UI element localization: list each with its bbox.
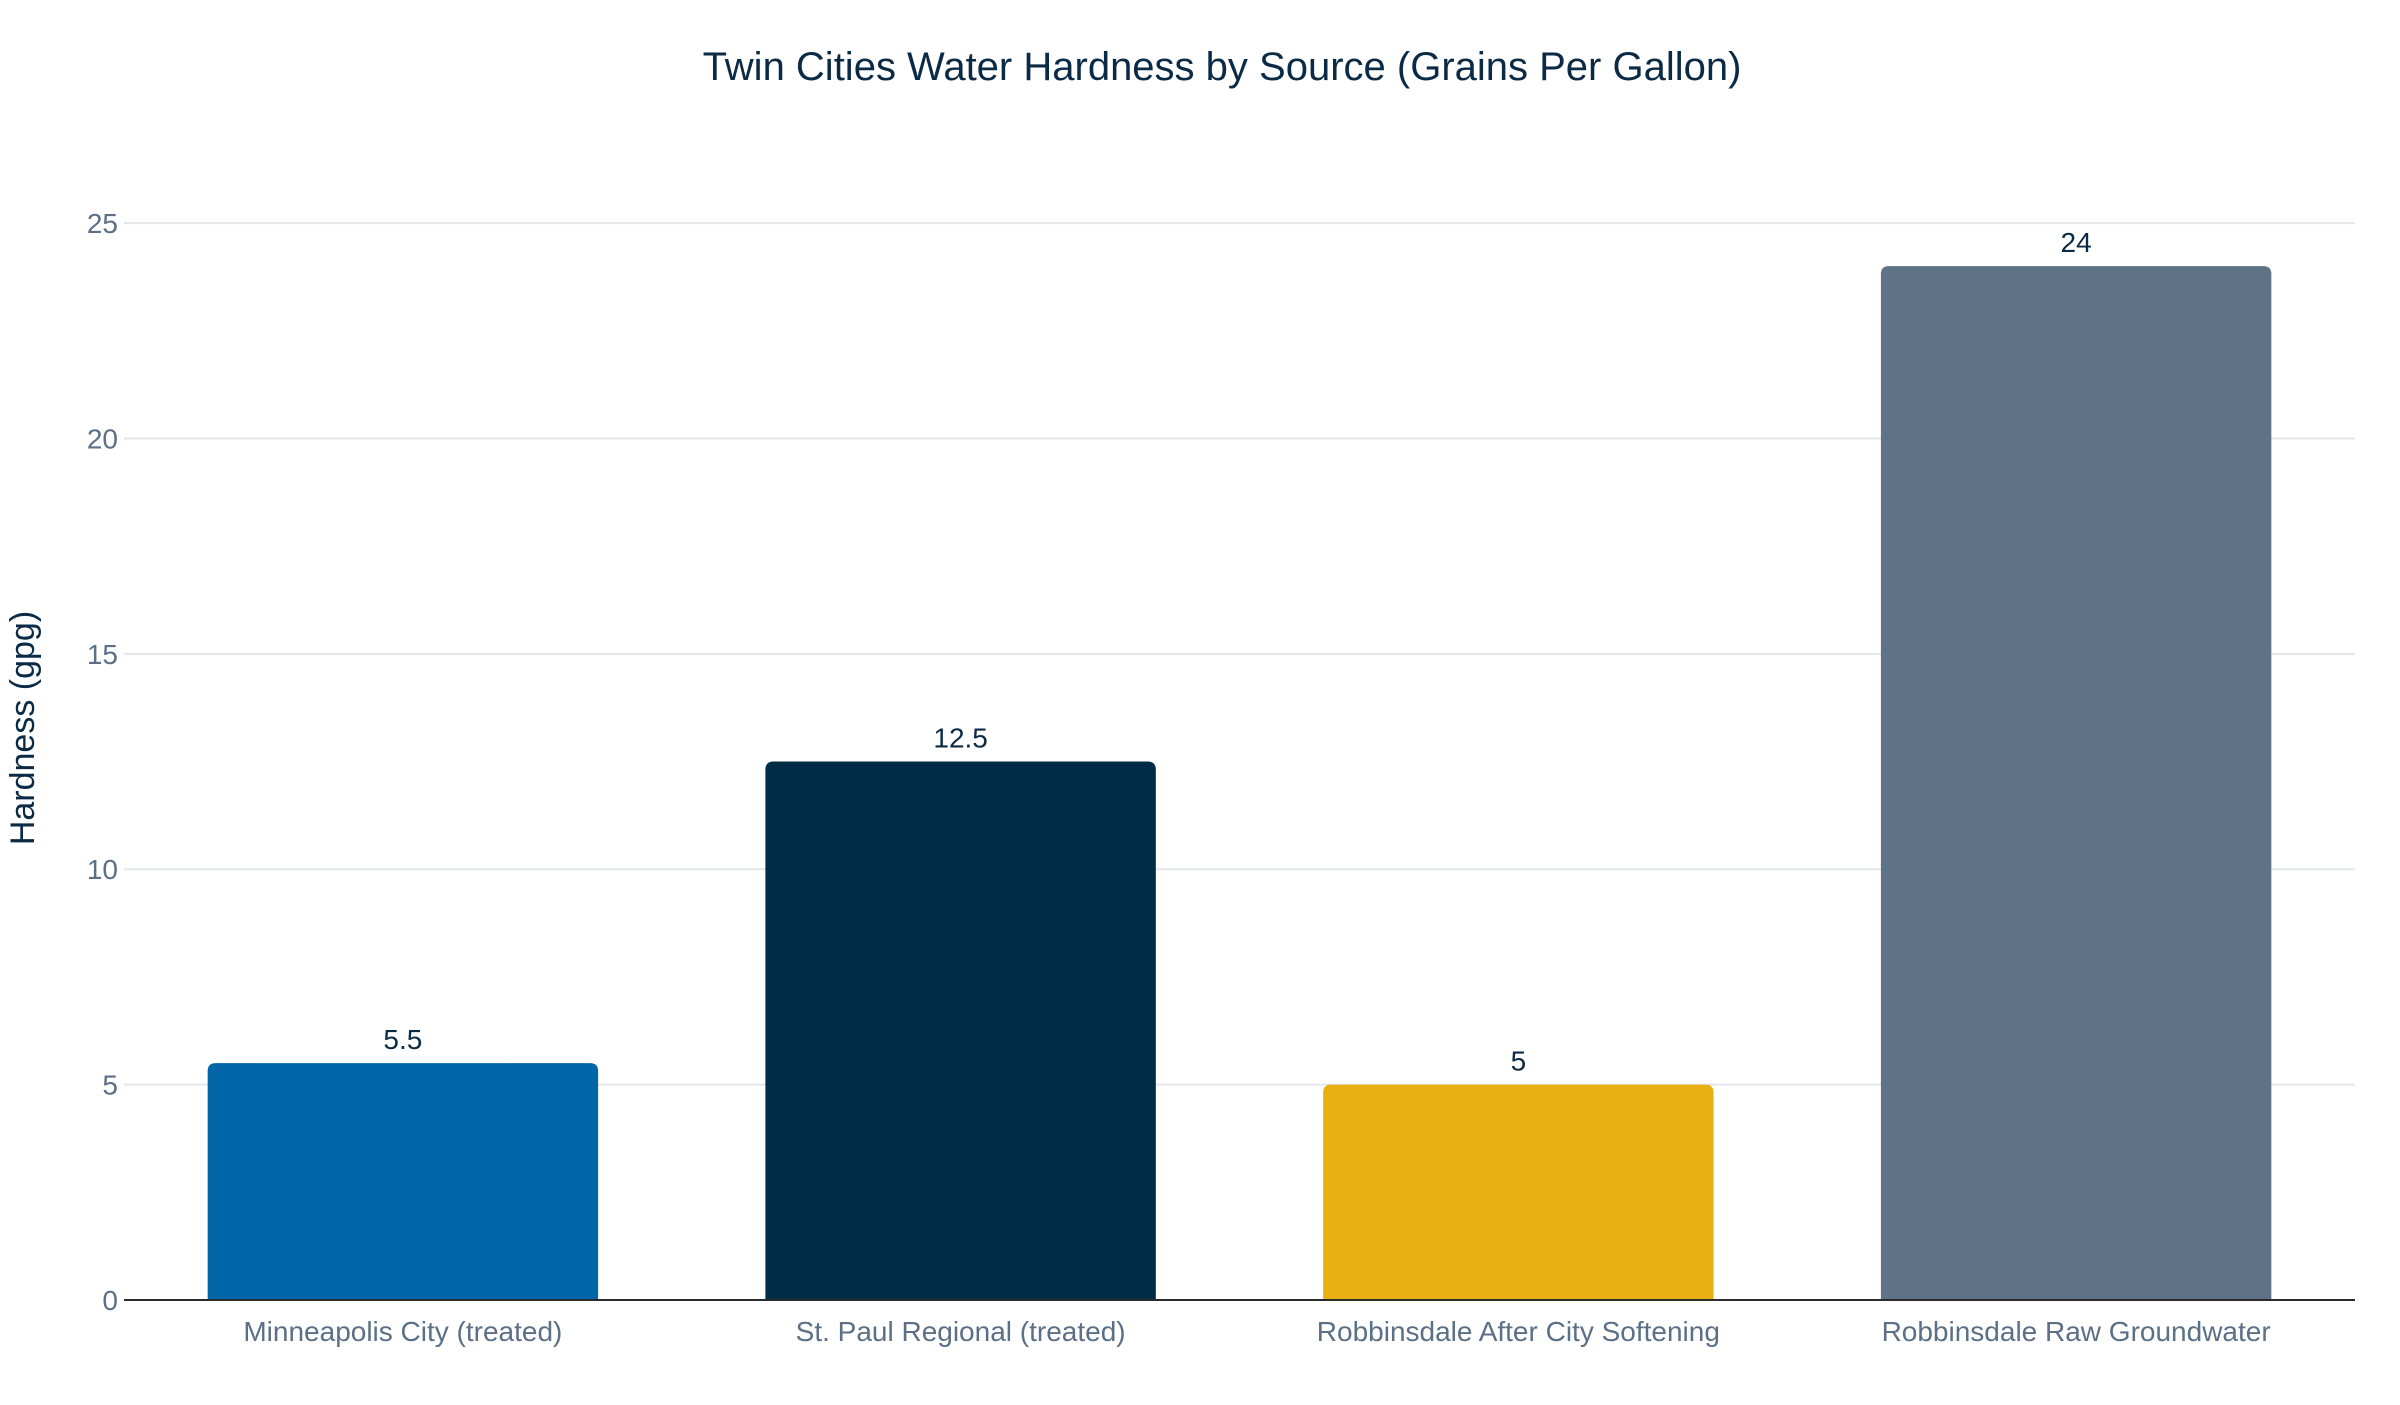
x-tick-label: St. Paul Regional (treated) <box>796 1316 1126 1347</box>
data-label: 5 <box>1511 1046 1527 1077</box>
bar-2 <box>765 761 1156 1300</box>
x-tick-label: Robbinsdale Raw Groundwater <box>1882 1316 2271 1347</box>
y-tick-label: 10 <box>87 854 118 885</box>
bar-1 <box>207 1063 599 1300</box>
y-tick-label: 5 <box>102 1070 118 1101</box>
chart-title: Twin Cities Water Hardness by Source (Gr… <box>703 45 1742 89</box>
y-tick-label: 15 <box>87 639 118 670</box>
y-axis-title: Hardness (gpg) <box>4 611 42 845</box>
data-label: 12.5 <box>933 723 988 754</box>
y-tick-label: 20 <box>87 423 118 454</box>
bar-4 <box>1880 266 2272 1301</box>
y-tick-label: 25 <box>87 208 118 239</box>
bar-3 <box>1323 1084 1714 1300</box>
y-tick-label: 0 <box>102 1285 118 1316</box>
x-tick-label: Minneapolis City (treated) <box>243 1316 562 1347</box>
bars <box>207 266 2272 1301</box>
labels: 0 5 10 15 20 25 5.5 Minneapolis City (treated) 1… <box>87 208 2271 1347</box>
x-tick-label: Robbinsdale After City Softening <box>1317 1316 1720 1347</box>
data-label: 5.5 <box>383 1024 422 1055</box>
data-label: 24 <box>2061 227 2092 258</box>
